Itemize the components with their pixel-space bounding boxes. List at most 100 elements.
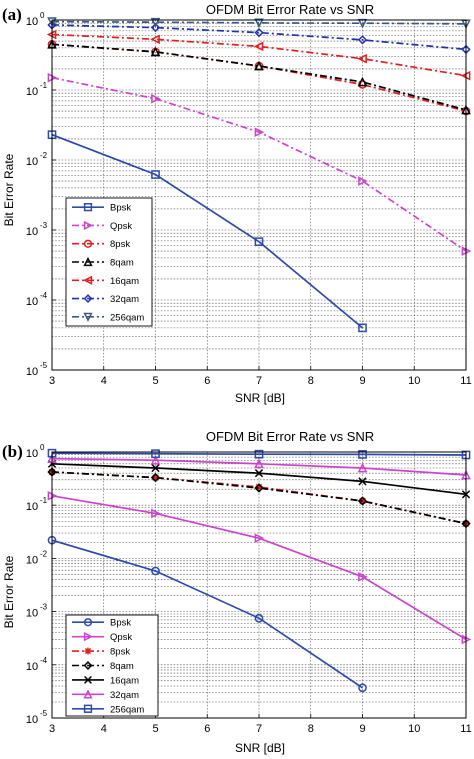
- panel-a-legend-marker-8psk: [83, 239, 93, 248]
- panel-b-data-point-Qpsk: [254, 533, 265, 543]
- panel-b-title: OFDM Bit Error Rate vs SNR: [206, 429, 374, 444]
- panel-a-data-point-256qam: [150, 17, 161, 28]
- panel-a-x-tick-label: 9: [359, 375, 365, 387]
- panel-a-legend-label-Qpsk: Qpsk: [110, 221, 132, 232]
- panel-b-x-tick-label: 3: [49, 723, 55, 735]
- panel-a-x-tick-label: 10: [408, 375, 420, 387]
- panel-b-legend-marker-Bpsk: [83, 618, 93, 627]
- panel-b-series-line-Bpsk: [51, 539, 363, 689]
- panel-b-legend-marker-Qpsk: [83, 632, 94, 642]
- panel-b-y-tick-exponent: -2: [40, 549, 48, 558]
- panel-a-legend-marker-16qam: [82, 275, 93, 285]
- panel-b-data-point-8psk: [255, 483, 263, 491]
- panel-a-legend-label-256qam: 256qam: [110, 312, 144, 323]
- panel-a-y-tick-exponent: -3: [40, 221, 48, 230]
- panel-b-y-tick-label: 10: [26, 714, 38, 726]
- panel-a-x-tick-label: 6: [204, 375, 210, 387]
- panel-a-data-point-16qam: [150, 34, 160, 45]
- panel-b-data-point-256qam: [358, 450, 367, 459]
- panel-b-data-point-Bpsk: [151, 566, 160, 576]
- panel-b-y-tick-exponent: 0: [40, 443, 45, 452]
- panel-b-series-line-32qam: [51, 457, 467, 476]
- panel-a-x-tick-label: 7: [256, 375, 262, 387]
- panel-b-legend-label-Bpsk: Bpsk: [110, 618, 131, 629]
- panel-b-x-tick-label: 11: [460, 723, 471, 735]
- panel-b-y-tick-label: 10: [26, 661, 38, 673]
- panel-a-data-point-Bpsk: [151, 170, 160, 179]
- panel-b-series-Bpsk: [47, 535, 367, 693]
- panel-a-label: (a): [2, 5, 22, 24]
- panel-a-series-line-256qam: [51, 20, 467, 25]
- panel-b-legend-box: [65, 614, 159, 717]
- panel-a-data-point-32qam: [254, 27, 264, 38]
- panel-b-x-axis-label: SNR [dB]: [235, 741, 285, 755]
- panel-a-series-Qpsk: [47, 72, 472, 256]
- panel-a-series-Bpsk: [47, 130, 367, 333]
- panel-b-data-point-Bpsk: [358, 683, 367, 693]
- panel-a-series-line-16qam: [51, 33, 467, 77]
- panel-a-y-tick-exponent: 0: [40, 11, 45, 20]
- panel-a-legend-marker-8qam: [83, 256, 93, 267]
- panel-a-data-point-Qpsk: [254, 127, 265, 137]
- panel-b-label: (b): [2, 442, 23, 461]
- panel-a-y-tick-label: 10: [26, 366, 38, 378]
- panel-b-x-tick-label: 9: [359, 723, 365, 735]
- panel-b-series-line-Qpsk: [51, 494, 467, 641]
- panel-b-y-tick-exponent: -4: [40, 656, 48, 665]
- panel-a-data-point-8qam: [150, 46, 161, 57]
- panel-a-y-tick-label: 10: [26, 296, 38, 308]
- panel-a-data-point-256qam: [47, 17, 57, 27]
- panel-a-y-tick-exponent: -2: [40, 151, 48, 160]
- panel-b-data-point-256qam: [151, 449, 160, 459]
- panel-b-legend-label-8psk: 8psk: [110, 647, 130, 658]
- panel-a-chart: (a) OFDM Bit Error Rate vs SNR SNR [dB] …: [2, 2, 472, 405]
- panel-a-series-8qam: [47, 38, 471, 115]
- panel-b-legend-marker-8psk: [84, 647, 92, 655]
- panel-a-data-point-Bpsk: [254, 237, 264, 247]
- panel-b-data-point-32qam: [357, 462, 368, 473]
- panel-b-legend-marker-256qam: [83, 704, 93, 713]
- panel-a-legend-label-32qam: 32qam: [110, 294, 139, 305]
- panel-b-legend-marker-32qam: [83, 689, 93, 699]
- panel-b-series-line-256qam: [51, 452, 467, 456]
- panel-a-legend-box: [65, 197, 153, 327]
- panel-a-y-tick-exponent: -4: [40, 291, 48, 300]
- panel-b-y-tick-label: 10: [26, 608, 38, 620]
- panel-a-data-point-32qam: [150, 22, 161, 33]
- panel-a-data-point-8qam: [357, 76, 368, 87]
- panel-a-data-point-32qam: [357, 35, 368, 45]
- panel-b-series-8qam: [47, 467, 471, 529]
- panel-b-y-tick-exponent: -1: [40, 496, 48, 505]
- panel-a-y-tick-label: 10: [26, 86, 38, 98]
- panel-b-data-point-8qam: [357, 496, 368, 506]
- panel-a-data-point-Qpsk: [358, 176, 368, 186]
- panel-b-data-point-256qam: [254, 449, 264, 459]
- panel-a-y-axis-label: Bit Error Rate: [2, 153, 16, 226]
- panel-b-data-point-16qam: [151, 463, 160, 473]
- panel-a-x-axis-label: SNR [dB]: [235, 391, 285, 405]
- panel-a-series-32qam: [47, 20, 471, 55]
- panel-a-data-point-256qam: [254, 18, 264, 29]
- panel-b-x-tick-label: 5: [152, 723, 158, 735]
- panel-a-legend-marker-Bpsk: [83, 202, 93, 212]
- panel-b-legend-label-32qam: 32qam: [110, 690, 139, 701]
- panel-b-legend: Bpsk Qpsk 8psk 8qam 16qam 32qam 256qam: [65, 614, 159, 717]
- panel-a-data-point-16qam: [253, 41, 264, 52]
- panel-a-data-point-Qpsk: [151, 93, 161, 104]
- panel-b-x-tick-label: 7: [256, 723, 262, 735]
- panel-b-y-tick-label: 10: [26, 554, 38, 566]
- panel-b-data-point-Bpsk: [254, 613, 264, 623]
- panel-a-legend-label-Bpsk: Bpsk: [110, 203, 131, 214]
- panel-b-series-line-8qam: [51, 471, 467, 525]
- panel-b-legend-label-256qam: 256qam: [110, 704, 144, 715]
- panel-b-data-point-16qam: [358, 477, 367, 486]
- panel-b-y-tick-exponent: -5: [40, 709, 48, 718]
- panel-b-x-tick-label: 10: [408, 723, 420, 735]
- panel-a-title: OFDM Bit Error Rate vs SNR: [206, 2, 374, 17]
- panel-a-series-line-Qpsk: [51, 76, 467, 252]
- panel-a-x-tick-label: 8: [308, 375, 314, 387]
- panel-b-legend-label-16qam: 16qam: [110, 675, 139, 686]
- panel-b-series-32qam: [47, 453, 471, 480]
- panel-b-y-tick-label: 10: [26, 501, 38, 513]
- panel-b-x-tick-label: 8: [308, 723, 314, 735]
